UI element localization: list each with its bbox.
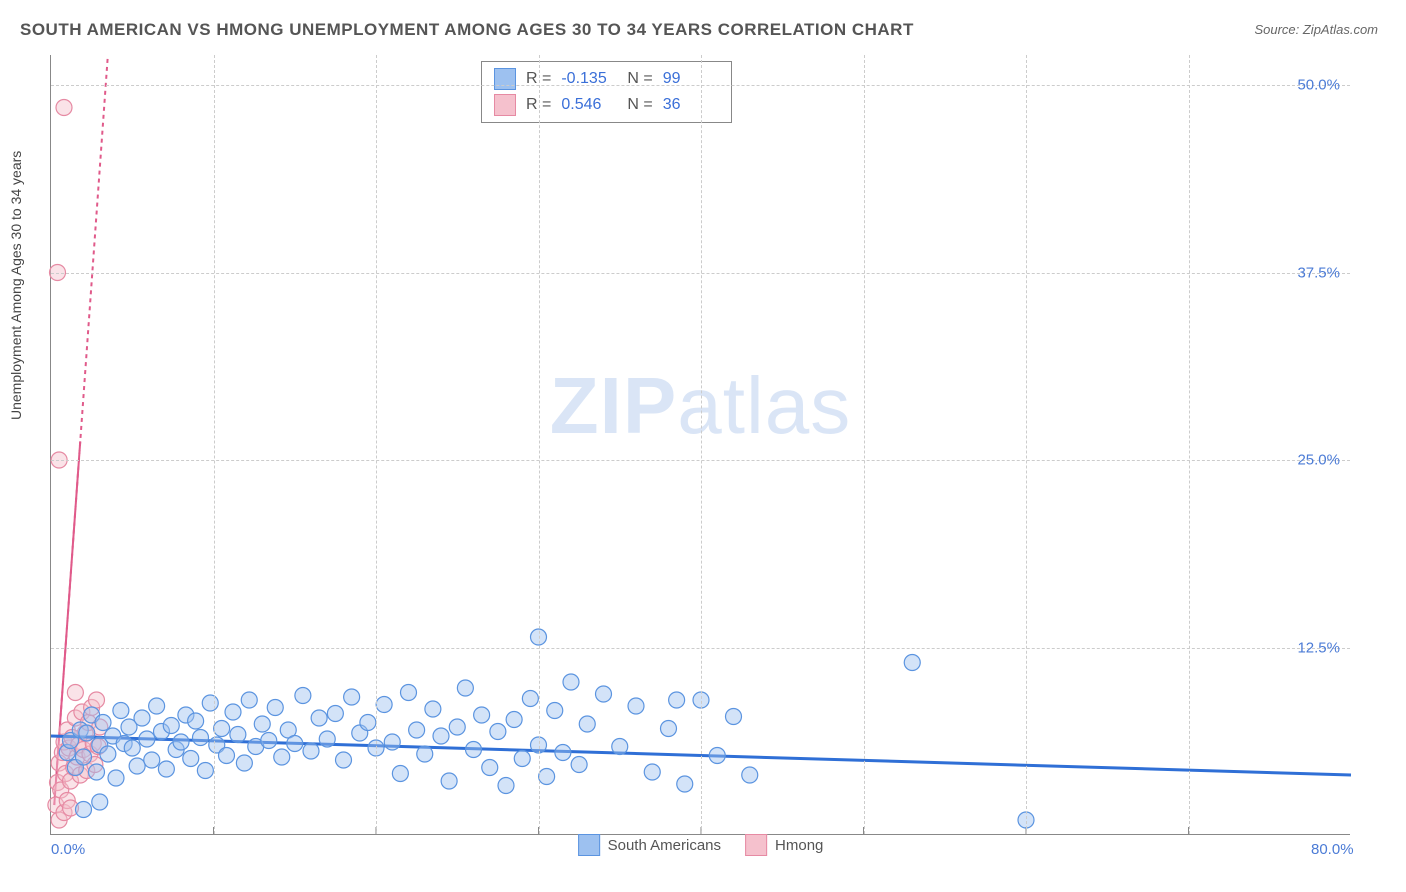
legend-stats: R = -0.135 N = 99 R = 0.546 N = 36 [481, 61, 732, 123]
legend-r-val-2: 0.546 [561, 96, 617, 114]
grid-v [701, 55, 702, 834]
legend-series-swatch-1 [578, 834, 600, 856]
legend-swatch-2 [494, 94, 516, 116]
x-tick-label: 80.0% [1311, 841, 1354, 858]
legend-series: South Americans Hmong [578, 834, 824, 856]
y-tick-label: 37.5% [1297, 264, 1340, 281]
grid-v [539, 55, 540, 834]
y-tick-label: 50.0% [1297, 77, 1340, 94]
x-tick-label: 0.0% [51, 841, 85, 858]
legend-stats-row-2: R = 0.546 N = 36 [494, 92, 719, 118]
legend-item-2: Hmong [745, 834, 823, 856]
source-attribution: Source: ZipAtlas.com [1254, 22, 1378, 37]
legend-n-label-2: N = [627, 96, 652, 114]
grid-v [214, 55, 215, 834]
legend-item-1: South Americans [578, 834, 721, 856]
grid-v [376, 55, 377, 834]
legend-n-val-2: 36 [663, 96, 719, 114]
chart-title: SOUTH AMERICAN VS HMONG UNEMPLOYMENT AMO… [20, 20, 914, 40]
grid-v [864, 55, 865, 834]
legend-series-swatch-2 [745, 834, 767, 856]
legend-stats-row-1: R = -0.135 N = 99 [494, 66, 719, 92]
grid-v [1026, 55, 1027, 834]
legend-series-label-2: Hmong [775, 837, 823, 854]
y-axis-label: Unemployment Among Ages 30 to 34 years [8, 151, 24, 420]
y-tick-label: 25.0% [1297, 452, 1340, 469]
legend-swatch-1 [494, 68, 516, 90]
legend-series-label-1: South Americans [608, 837, 721, 854]
y-tick-label: 12.5% [1297, 639, 1340, 656]
grid-v [1189, 55, 1190, 834]
plot-area: ZIPatlas R = -0.135 N = 99 R = 0.546 N =… [50, 55, 1350, 835]
